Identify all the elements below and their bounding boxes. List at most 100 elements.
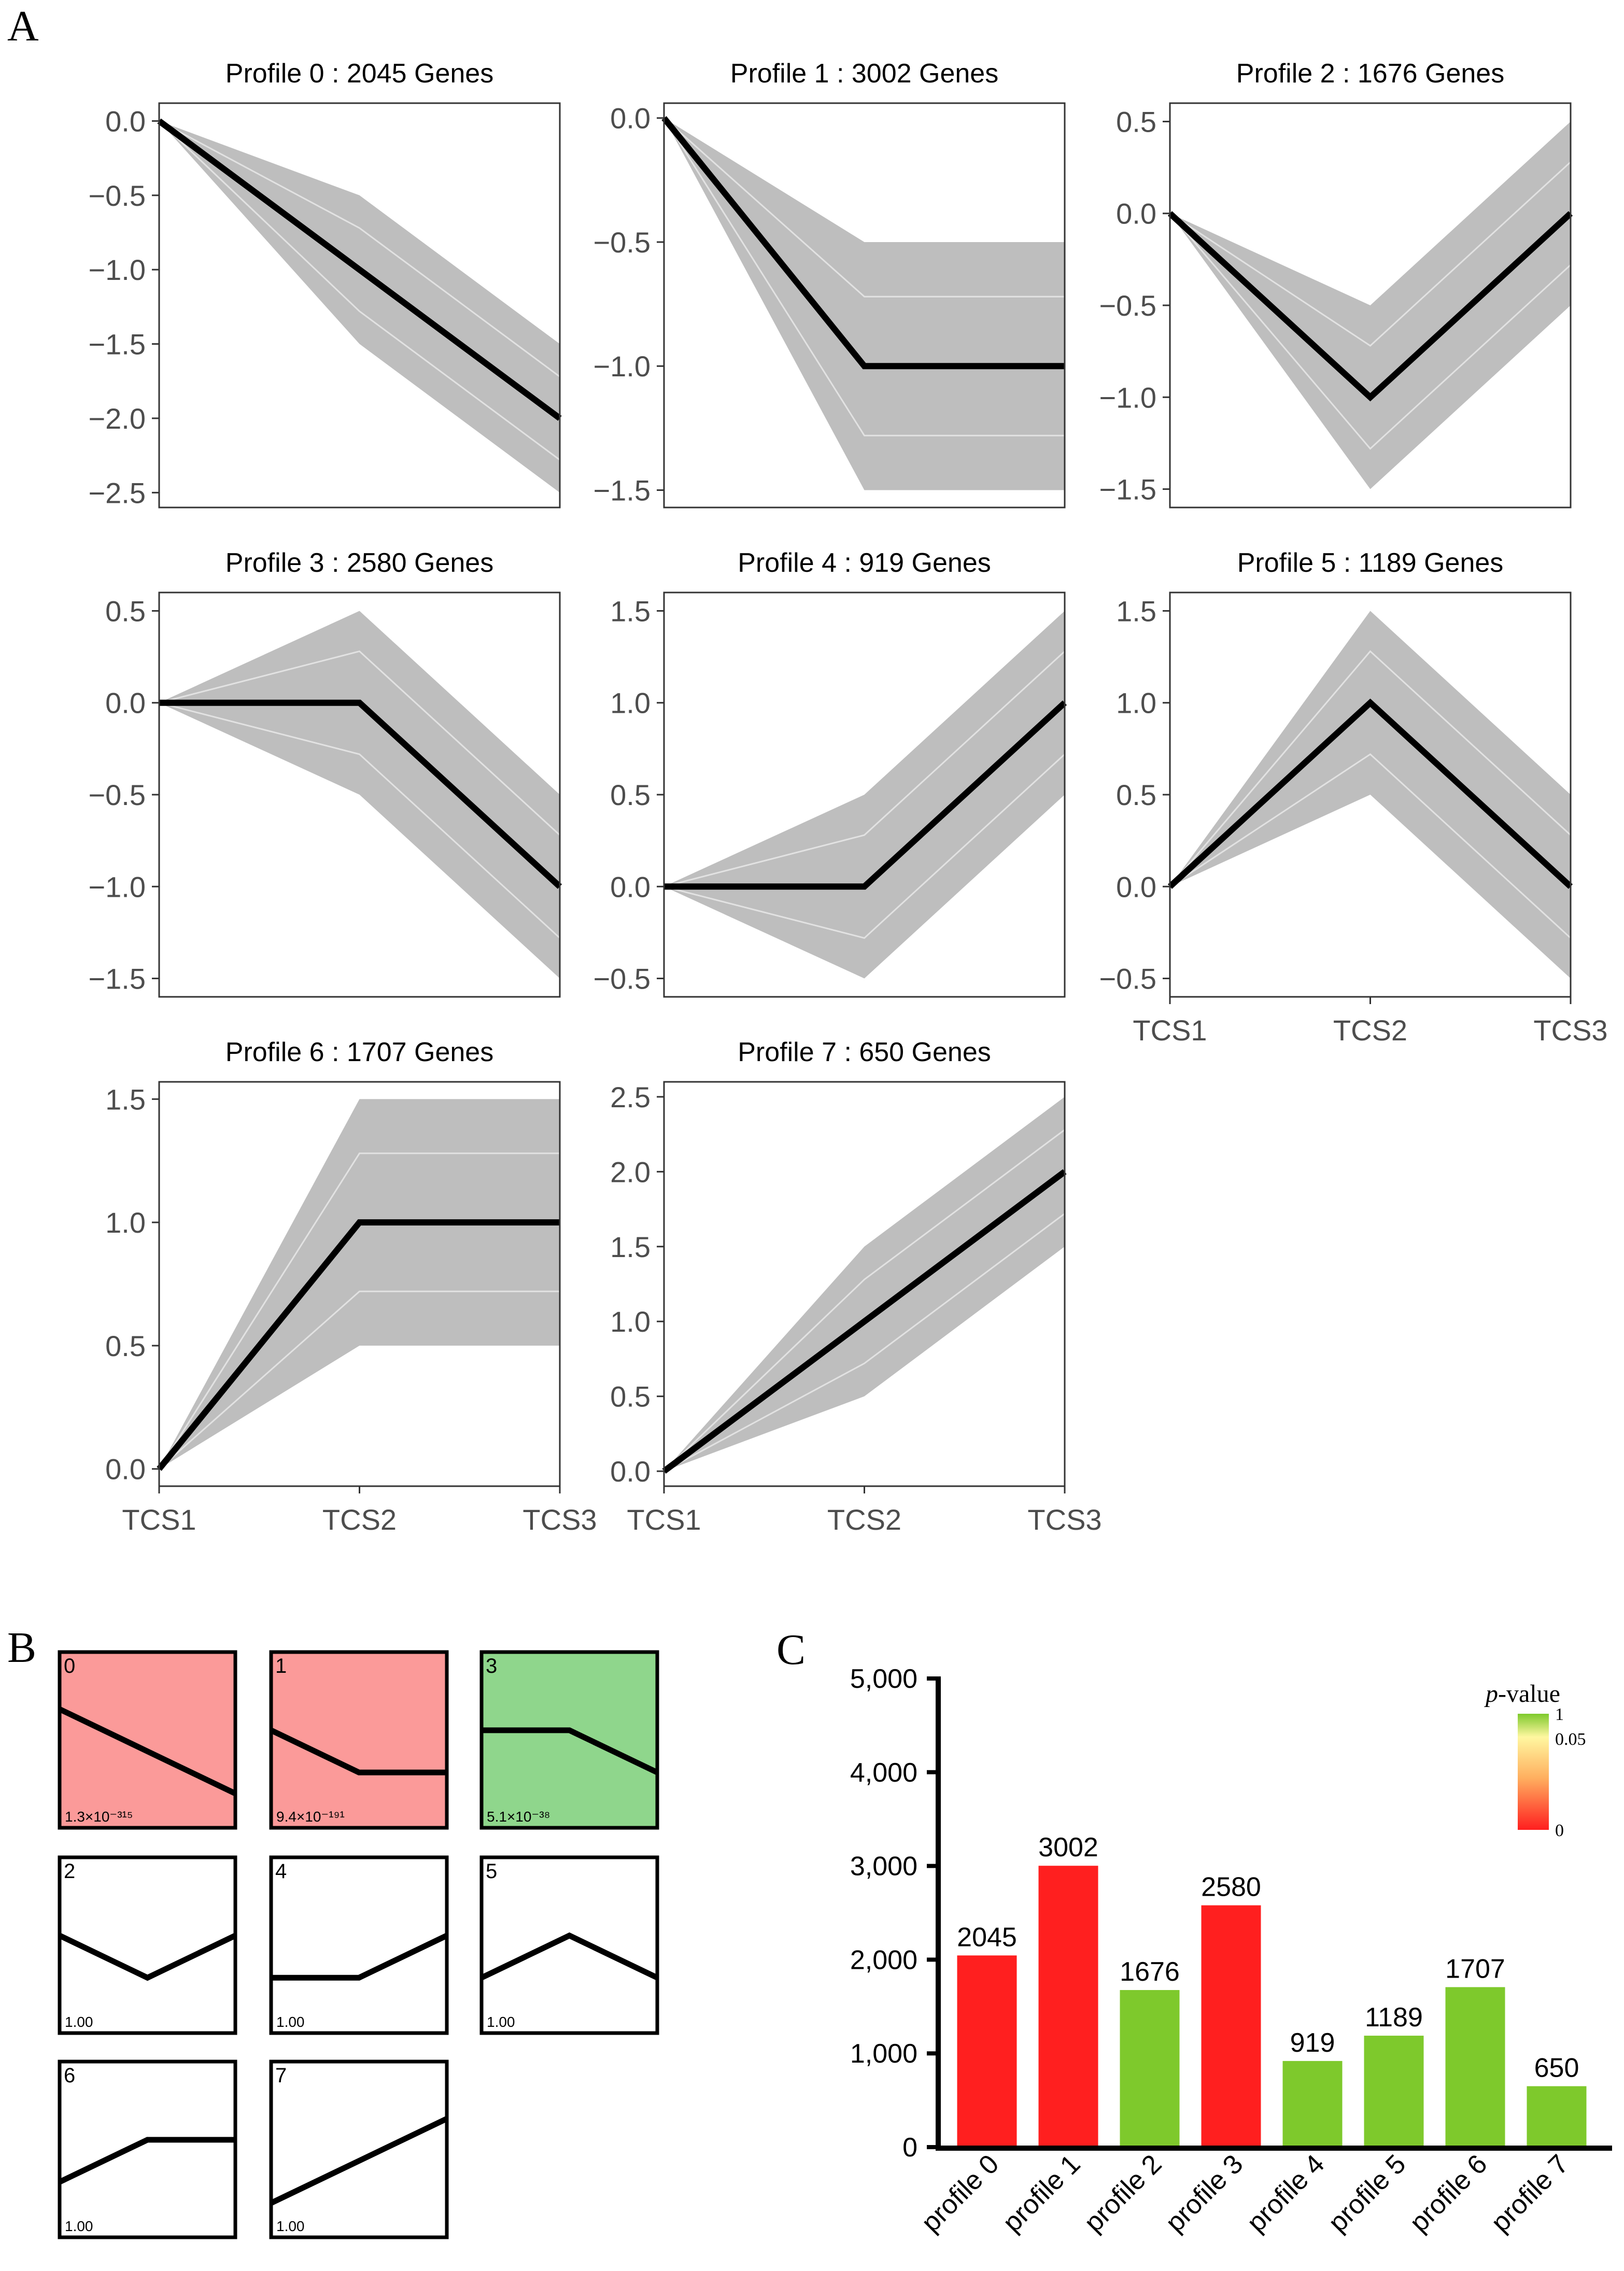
profile-7-ytick-label-4: 0.5	[610, 1380, 651, 1413]
pvalue-legend: p-value 1 0.05 0	[1484, 1680, 1586, 1840]
profile-tile-box-6	[58, 2060, 237, 2239]
profile-tile-box-4	[269, 1855, 449, 2035]
profile-tile-pvalue-5: 1.00	[487, 2014, 515, 2030]
legend-tick-1: 1	[1555, 1705, 1564, 1724]
profile-title-3: Profile 3 : 2580 Genes	[225, 548, 493, 578]
profile-4-ytick-label-3: 0.0	[610, 870, 651, 903]
bar-ytick-label-4: 4,000	[850, 1758, 917, 1788]
profile-0-ytick-label-5: −2.5	[88, 476, 146, 509]
profile-tile-pvalue-3: 5.1×10⁻³⁸	[487, 1809, 550, 1825]
profile-title-6: Profile 6 : 1707 Genes	[225, 1037, 493, 1067]
profile-tile-6: 61.00	[58, 2060, 237, 2239]
legend-title-p: p	[1484, 1680, 1498, 1708]
panel-a-profiles: Profile 0 : 2045 Genes 0.0 −0.5 −1.0 −1.5 −2.…	[88, 59, 1607, 1536]
profile-plot-6: Profile 6 : 1707 Genes 1.5 1.0 0.5 0.0 TCS1 TC…	[105, 1037, 597, 1536]
profile-2-ytick-label-0: 0.5	[1116, 105, 1156, 138]
bar-category-label-5: profile 5	[1323, 2149, 1412, 2238]
profile-tile-7: 71.00	[269, 2060, 449, 2239]
profile-tile-pvalue-2: 1.00	[65, 2014, 93, 2030]
profile-6-xtick-label-1: TCS2	[322, 1503, 397, 1536]
profile-band-1	[664, 118, 1065, 490]
bar-3	[1201, 1905, 1261, 2146]
profile-gene-gap-0-0	[158, 120, 560, 461]
legend-tick-005: 0.05	[1555, 1730, 1586, 1749]
profile-gene-gap-3-2	[159, 650, 561, 836]
profile-4-ytick-label-2: 0.5	[610, 779, 651, 811]
profile-band-5	[1170, 611, 1571, 979]
panel-c-label: C	[776, 1626, 806, 1674]
profile-gene-gap-5-2	[1169, 650, 1572, 887]
profile-tile-line-4	[271, 1933, 448, 1981]
profile-tile-line-1	[270, 1727, 447, 1775]
profile-tile-line-0	[58, 1706, 237, 1796]
bar-category-label-6: profile 6	[1404, 2149, 1493, 2238]
panel-b-profile-grid: 01.3×10⁻³¹⁵19.4×10⁻¹⁹¹35.1×10⁻³⁸21.0041.…	[58, 1650, 659, 2239]
profile-3-ytick-label-0: 0.5	[105, 595, 146, 627]
profile-6-xtick-label-2: TCS3	[522, 1503, 597, 1536]
profile-tile-box-7	[269, 2060, 449, 2239]
profile-model-line-0	[157, 118, 562, 421]
profile-gene-gap-7-2	[663, 1129, 1065, 1472]
legend-colorbar	[1518, 1714, 1549, 1830]
bar-value-label-4: 919	[1290, 2028, 1335, 2058]
profile-gene-gap-6-0	[159, 1290, 560, 1470]
profile-model-line-7	[662, 1169, 1067, 1474]
profile-tile-box-3	[479, 1650, 659, 1830]
profile-tile-line-3	[482, 1727, 659, 1775]
bar-category-label-7: profile 7	[1486, 2149, 1575, 2238]
profile-title-5: Profile 5 : 1189 Genes	[1237, 548, 1504, 578]
profile-0-ytick-label-4: −2.0	[88, 402, 146, 435]
profile-gene-gap-4-0	[663, 753, 1066, 939]
profile-plot-7: Profile 7 : 650 Genes 2.5 2.0 1.5 1.0 0.5 0.0 T…	[610, 1037, 1102, 1536]
profile-gene-gap-2-2	[1169, 161, 1572, 347]
profile-tile-id-7: 7	[275, 2064, 287, 2087]
profile-6-ytick-label-3: 0.0	[105, 1453, 146, 1486]
profile-5-xtick-label-0: TCS1	[1133, 1014, 1207, 1047]
profile-tile-line-7	[270, 2116, 448, 2206]
profile-band-7	[664, 1096, 1065, 1472]
profile-band-0	[159, 121, 560, 493]
bar-value-label-2: 1676	[1120, 1957, 1180, 1987]
profile-gene-gap-5-0	[1169, 753, 1572, 939]
profile-tile-pvalue-7: 1.00	[276, 2218, 305, 2234]
profile-band-6	[159, 1099, 560, 1469]
profile-model-line-2	[1167, 211, 1573, 402]
profile-tile-pvalue-1: 9.4×10⁻¹⁹¹	[276, 1809, 345, 1825]
profile-0-ytick-label-1: −0.5	[88, 179, 146, 212]
profile-5-ytick-label-0: 1.5	[1116, 595, 1156, 627]
legend-tick-0: 0	[1555, 1821, 1564, 1840]
bar-ytick-label-0: 0	[902, 2133, 917, 2163]
profile-model-line-1	[661, 116, 1065, 370]
profile-tile-box-2	[58, 1855, 237, 2035]
profile-4-ytick-label-4: −0.5	[593, 963, 651, 995]
bar-ytick-label-3: 3,000	[850, 1852, 917, 1882]
profile-tile-id-0: 0	[64, 1655, 75, 1677]
bar-7	[1527, 2086, 1587, 2146]
bar-value-label-0: 2045	[957, 1922, 1017, 1952]
bar-4	[1282, 2061, 1343, 2146]
profile-tile-id-4: 4	[275, 1860, 287, 1883]
profile-tile-3: 3 5.1×10⁻³⁸	[479, 1650, 659, 1830]
profile-frame-0	[158, 102, 561, 509]
profile-model-line-4	[664, 700, 1067, 890]
profile-tile-2: 21.00	[58, 1855, 237, 2035]
bar-category-label-0: profile 0	[916, 2149, 1005, 2238]
profile-gene-gap-6-2	[158, 1152, 560, 1470]
profile-0-ytick-label-3: −1.5	[88, 328, 146, 361]
profile-tile-pvalue-6: 1.00	[65, 2218, 93, 2234]
profile-0-ytick-label-2: −1.0	[88, 253, 146, 286]
bar-0	[957, 1955, 1017, 2146]
profile-plot-1: Profile 1 : 3002 Genes 0.0 −0.5 −1.0 −1.5	[593, 59, 1066, 509]
profile-tile-line-5	[480, 1932, 659, 1981]
profile-6-ytick-label-1: 1.0	[105, 1206, 146, 1239]
profile-5-xtick-label-2: TCS3	[1533, 1014, 1607, 1047]
profile-gene-gap-3-0	[159, 702, 561, 939]
profile-plot-5: Profile 5 : 1189 Genes 1.5 1.0 0.5 0.0 −0.5 TC…	[1099, 548, 1607, 1047]
bar-value-label-3: 2580	[1201, 1872, 1261, 1902]
profile-tile-box-5	[479, 1855, 659, 2035]
profile-7-ytick-label-5: 0.0	[610, 1455, 651, 1488]
bar-1	[1038, 1866, 1098, 2146]
bar-category-label-4: profile 4	[1241, 2149, 1331, 2238]
profile-5-ytick-label-2: 0.5	[1116, 779, 1156, 811]
